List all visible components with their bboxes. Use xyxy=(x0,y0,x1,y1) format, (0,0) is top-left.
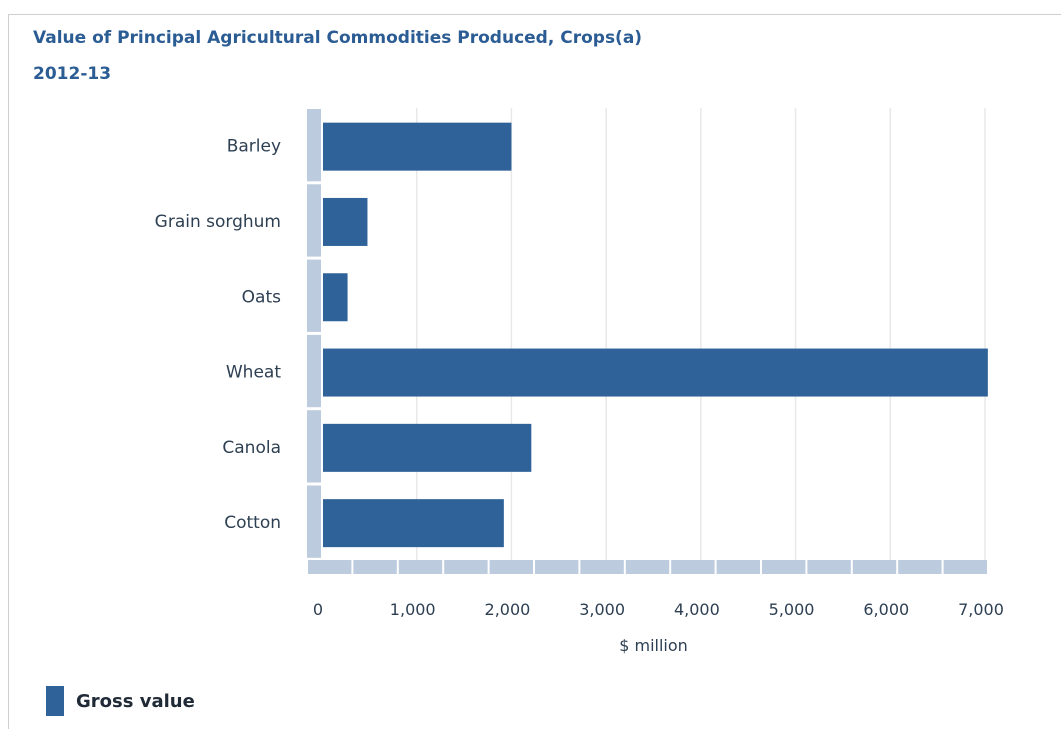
category-label: Grain sorghum xyxy=(155,212,281,232)
category-label: Canola xyxy=(222,438,281,458)
bar-grain-sorghum[interactable] xyxy=(323,197,368,246)
legend-swatch xyxy=(46,686,64,716)
bar-canola[interactable] xyxy=(323,423,532,472)
x-scroll-segment[interactable] xyxy=(444,560,488,574)
bar-barley[interactable] xyxy=(323,122,512,171)
x-scroll-segment[interactable] xyxy=(671,560,715,574)
x-tick-label: 2,000 xyxy=(485,600,531,619)
category-label: Barley xyxy=(227,137,281,157)
x-scroll-segment[interactable] xyxy=(353,560,397,574)
bar-wheat[interactable] xyxy=(323,348,988,397)
chart-title: Value of Principal Agricultural Commodit… xyxy=(33,28,643,48)
x-scroll-segment[interactable] xyxy=(807,560,851,574)
category-label: Oats xyxy=(242,287,281,307)
category-label: Wheat xyxy=(226,363,281,383)
x-scroll-segment[interactable] xyxy=(852,560,897,574)
bars xyxy=(323,122,988,548)
bar-cotton[interactable] xyxy=(323,499,504,548)
category-labels: Barley Grain sorghum Oats Wheat Canola Cotton xyxy=(155,137,282,534)
scroll-tracks xyxy=(307,109,987,574)
category-label: Cotton xyxy=(224,513,281,533)
x-tick-label: 0 xyxy=(313,600,323,619)
chart-subtitle: 2012-13 xyxy=(33,64,112,84)
x-tick-label: 1,000 xyxy=(390,600,436,619)
y-scroll-segment[interactable] xyxy=(307,184,321,257)
x-scroll-segment[interactable] xyxy=(308,560,352,574)
y-scroll-segment[interactable] xyxy=(307,259,321,332)
y-scroll-segment[interactable] xyxy=(307,334,321,408)
x-tick-label: 3,000 xyxy=(579,600,625,619)
legend-item-gross-value[interactable]: Gross value xyxy=(46,686,195,716)
x-scroll-segment[interactable] xyxy=(762,560,806,574)
x-axis-title: $ million xyxy=(619,636,688,655)
x-scroll-segment[interactable] xyxy=(398,560,443,574)
x-scroll-segment[interactable] xyxy=(898,560,942,574)
x-tick-label: 5,000 xyxy=(769,600,815,619)
x-tick-label: 4,000 xyxy=(674,600,720,619)
x-scroll-segment[interactable] xyxy=(943,560,987,574)
x-scroll-segment[interactable] xyxy=(625,560,670,574)
x-scroll-segment[interactable] xyxy=(535,560,579,574)
x-axis-ticks: 0 1,000 2,000 3,000 4,000 5,000 6,000 7,000 xyxy=(313,600,1004,619)
y-scroll-segment[interactable] xyxy=(307,410,321,483)
gridlines xyxy=(415,108,986,560)
y-scroll-segment[interactable] xyxy=(307,485,321,558)
x-tick-label: 7,000 xyxy=(958,600,1004,619)
x-tick-label: 6,000 xyxy=(863,600,909,619)
legend-label: Gross value xyxy=(76,690,195,712)
bar-oats[interactable] xyxy=(323,273,348,322)
y-scroll-segment[interactable] xyxy=(307,109,321,182)
x-scroll-segment[interactable] xyxy=(489,560,533,574)
x-scroll-segment[interactable] xyxy=(716,560,760,574)
x-scroll-segment[interactable] xyxy=(580,560,624,574)
